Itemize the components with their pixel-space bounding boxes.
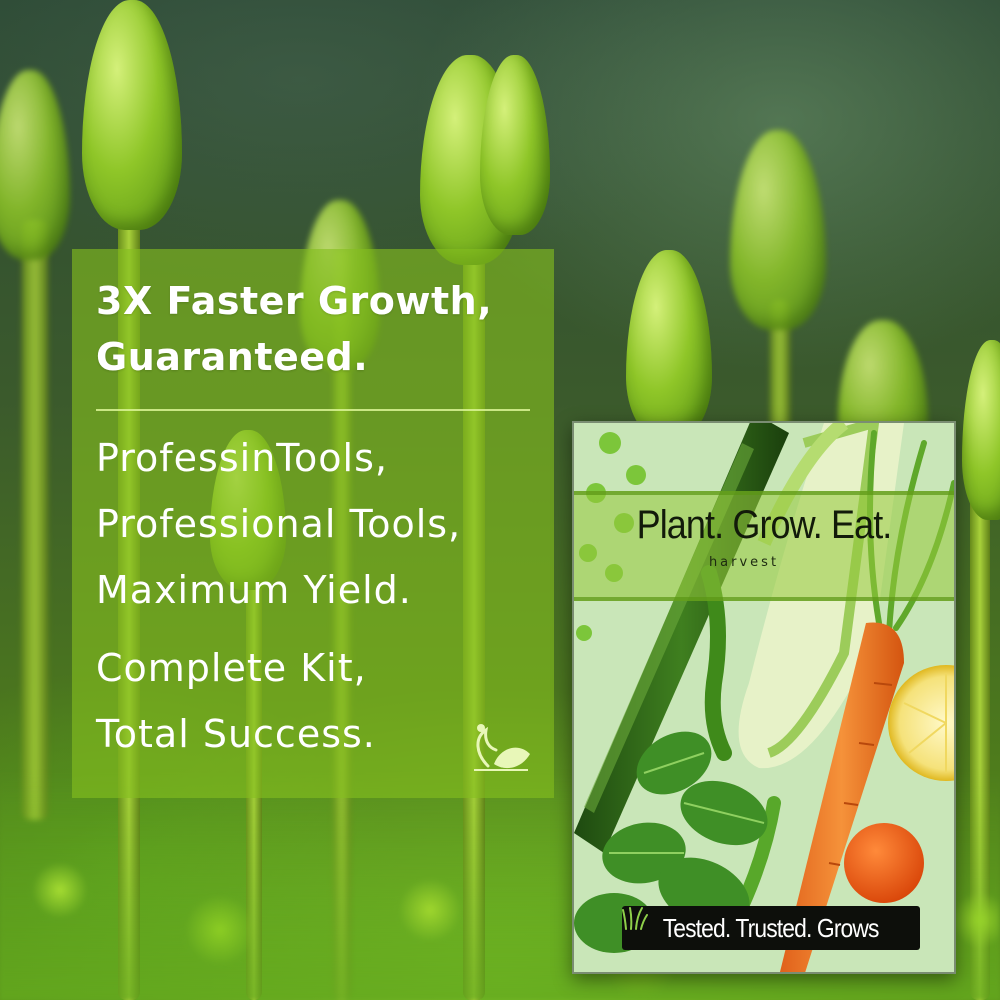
benefit-line-1: ProfessinTools, [96,436,388,480]
product-title-band [574,491,954,601]
benefit-line-5: Total Success. [96,712,376,756]
grass-icon [622,907,648,930]
headline: 3X Faster Growth, Guaranteed. [96,273,530,385]
promo-text-panel: 3X Faster Growth, Guaranteed. ProfessinT… [72,249,554,798]
benefit-line-2: Professional Tools, [96,502,462,546]
benefit-line-3: Maximum Yield. [96,568,412,612]
benefit-lines: ProfessinTools, Professional Tools, Maxi… [96,425,530,767]
headline-line-2: Guaranteed. [96,335,369,379]
product-tagline: Tested. Trusted. Grows [663,912,880,943]
product-subtitle: harvest [708,555,780,570]
benefit-line-4: Complete Kit, [96,646,367,690]
product-title: Plant. Grow. Eat. [636,503,893,547]
product-box: Plant. Grow. Eat. harvest Tested. Truste… [572,421,956,974]
product-tagline-bar: Tested. Trusted. Grows [622,906,920,950]
sprout-leaf-icon [474,724,530,771]
panel-divider [96,409,530,411]
headline-line-1: 3X Faster Growth, [96,279,493,323]
